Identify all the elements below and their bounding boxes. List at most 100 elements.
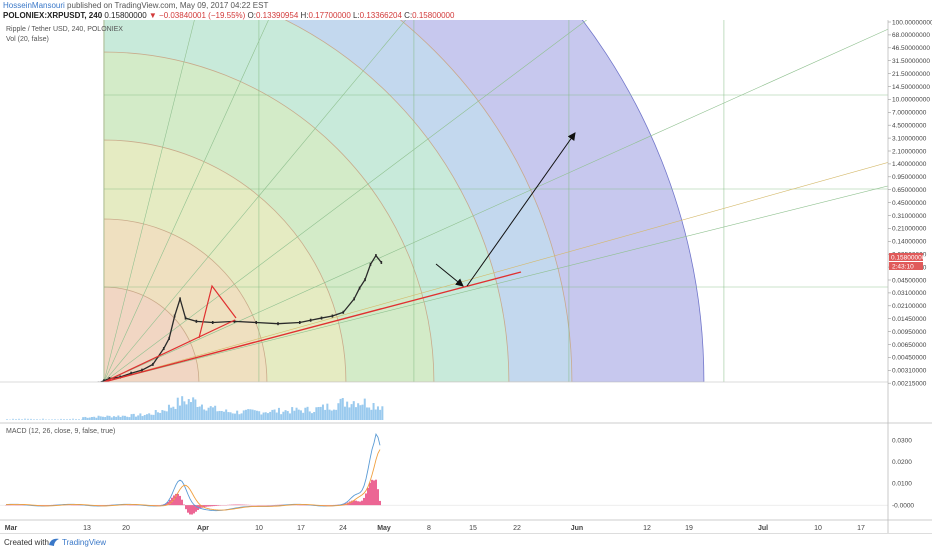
volume-bar [370,410,372,420]
price-change: ▼ −0.03840001 (−19.55%) [149,11,245,20]
macd-axis-label: -0.0000 [892,502,914,509]
volume-bar [311,413,313,420]
date-axis-label: May [377,525,391,532]
volume-bar [307,407,309,420]
macd-histogram-bar [377,489,379,505]
volume-bar [362,405,364,420]
volume-bar [164,411,166,420]
volume-bar [282,412,284,420]
volume-bar [177,398,179,420]
price-axis-label: 21.50000000 [892,71,930,78]
volume-bar [95,418,97,420]
macd-histogram-bar [369,483,371,505]
volume-bar [346,402,348,420]
volume-bar [225,409,227,420]
macd-histogram-bar [209,505,211,506]
main-pane-title: Ripple / Tether USD, 240, POLONIEX [6,26,123,33]
volume-bar [51,419,53,420]
volume-bar [216,411,218,420]
macd-histogram-bar [233,505,235,506]
volume-bar [355,407,357,420]
macd-histogram-bar [181,500,183,505]
volume-bar [115,417,117,420]
price-candle [277,322,279,325]
macd-histogram-bar [193,505,195,513]
volume-bar [63,419,65,420]
publish-line: HosseinMansouri published on TradingView… [3,1,268,11]
date-axis-label: 20 [122,525,130,532]
price-axis-label: 10.00000000 [892,97,930,104]
volume-bar [122,416,124,420]
price-axis-label: 4.50000000 [892,123,927,130]
volume-bar [9,419,11,420]
volume-bar [201,405,203,420]
volume-bar [245,410,247,420]
volume-bar [203,409,205,420]
price-axis-label: 0.04500000 [892,277,927,284]
price-axis[interactable]: 100.0000000068.0000000046.5000000031.500… [888,20,932,388]
author-link[interactable]: HosseinMansouri [3,1,65,10]
volume-bar [304,408,306,420]
volume-bar [144,415,146,420]
low-value: 0.13366204 [360,11,402,20]
volume-bar [135,417,137,420]
volume-bar [258,411,260,420]
volume-bar [236,411,238,420]
macd-histogram-bar [215,505,217,506]
volume-bar [210,406,212,420]
volume-bar [219,411,221,420]
volume-bar [329,410,331,420]
date-axis-label: 13 [83,525,91,532]
volume-bar [170,408,172,420]
volume-bar [353,401,355,420]
volume-bar [126,417,128,420]
volume-bar [230,412,232,420]
price-candle [212,321,214,324]
volume-bar [36,419,38,420]
open-label: O: [248,11,256,20]
price-axis-label: 0.00950000 [892,329,927,336]
price-candle [163,347,165,350]
volume-bar [21,419,23,420]
volume-bar [45,419,47,420]
macd-axis-label: 0.0200 [892,459,912,466]
chart-area[interactable]: Ripple / Tether USD, 240, POLONIEX Vol (… [0,20,932,533]
date-axis-label: Mar [5,525,18,532]
volume-bar [188,399,190,420]
volume-bar [357,403,359,420]
volume-bar [368,408,370,420]
date-axis-label: Jun [571,525,583,532]
last-price-badge-value: 0.15800000 [891,255,926,262]
volume-bar [57,419,59,420]
macd-histogram-bar [189,505,191,514]
volume-bar [111,417,113,420]
created-with-label: Created with [4,538,49,547]
volume-bar [146,414,148,420]
macd-histogram-bar [241,505,243,506]
volume-bar [302,413,304,420]
date-axis-label: 24 [339,525,347,532]
volume-bar [48,419,50,420]
volume-bar [366,407,368,420]
tradingview-brand-link[interactable]: TradingView [62,538,106,547]
volume-bar [142,416,144,420]
volume-bars [6,396,383,420]
price-axis-label: 100.00000000 [892,20,932,26]
price-candle [152,363,154,366]
volume-bar [221,411,223,420]
volume-bar [249,409,251,420]
volume-bar [247,409,249,420]
volume-bar [296,408,298,420]
macd-histogram-bar [185,505,187,509]
volume-bar [271,410,273,420]
price-axis-label: 0.21000000 [892,226,927,233]
volume-bar [6,419,8,420]
volume-bar [91,417,93,420]
price-axis-label: 68.00000000 [892,32,930,39]
price-axis-label: 0.14000000 [892,239,927,246]
macd-histogram-bar [217,505,219,506]
price-candle [255,321,257,324]
signal-line [6,450,380,511]
